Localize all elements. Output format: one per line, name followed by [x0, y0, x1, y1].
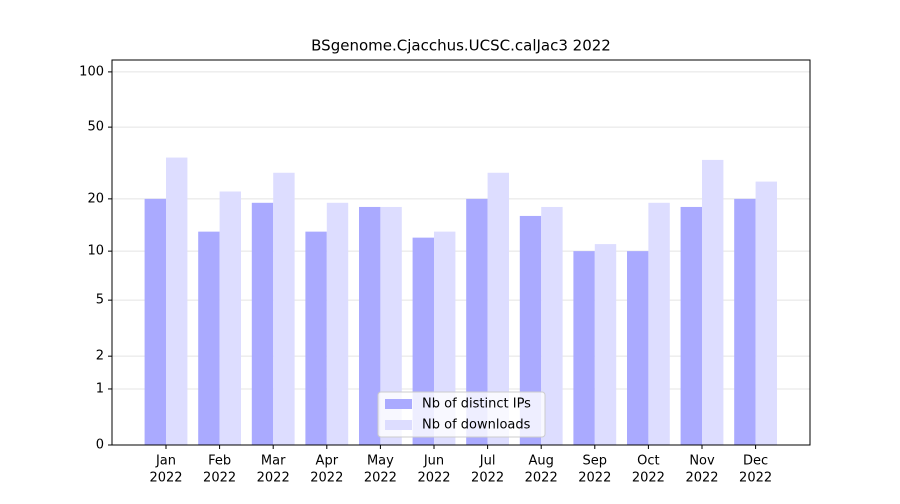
bar	[305, 231, 327, 445]
x-tick-label: Dec	[743, 454, 768, 469]
x-tick-label: 2022	[203, 471, 236, 486]
y-tick-label: 10	[87, 244, 104, 259]
bar	[198, 231, 220, 445]
bar	[251, 202, 274, 445]
bar	[273, 172, 295, 445]
y-tick-label: 2	[96, 349, 104, 364]
x-tick-label: 2022	[149, 471, 182, 486]
bar	[487, 172, 509, 445]
y-tick-label: 50	[87, 120, 104, 135]
bar	[734, 198, 756, 445]
x-tick-label: Jan	[155, 454, 176, 469]
x-tick-label: 2022	[632, 471, 665, 486]
x-tick-label: Aug	[529, 454, 554, 469]
x-tick-label: Mar	[261, 454, 286, 469]
bar	[219, 191, 241, 445]
x-tick-label: Nov	[689, 454, 715, 469]
bar	[594, 244, 617, 445]
legend-swatch	[385, 399, 412, 409]
bar	[541, 206, 563, 445]
y-tick-label: 5	[96, 293, 104, 308]
plot-frame	[111, 59, 811, 446]
x-tick-label: Feb	[208, 454, 231, 469]
legend: Nb of distinct IPs Nb of downloads	[377, 391, 546, 438]
x-tick-label: 2022	[257, 471, 290, 486]
legend-label: Nb of distinct IPs	[422, 397, 531, 412]
x-tick-label: 2022	[525, 471, 558, 486]
x-tick-label: May	[367, 454, 394, 469]
bar	[466, 198, 488, 445]
y-tick-label: 0	[96, 438, 104, 453]
y-tick-label: 1	[96, 381, 104, 396]
x-tick-label: Sep	[583, 454, 608, 469]
x-tick-label: 2022	[685, 471, 718, 486]
x-tick-label: Jul	[479, 454, 496, 469]
y-tick-label: 20	[87, 191, 104, 206]
bar	[702, 159, 724, 446]
x-tick-label: 2022	[310, 471, 343, 486]
bar	[648, 202, 670, 445]
x-tick-label: Jun	[423, 454, 444, 469]
bar	[519, 215, 542, 445]
bar	[755, 181, 777, 445]
legend-swatch	[385, 420, 412, 430]
legend-label: Nb of downloads	[422, 418, 531, 433]
legend-box	[377, 391, 546, 438]
bar	[359, 206, 381, 445]
bar	[326, 202, 349, 445]
bar	[144, 198, 166, 445]
bar	[573, 251, 595, 445]
x-tick-label: 2022	[364, 471, 397, 486]
x-tick-label: 2022	[578, 471, 611, 486]
bar	[380, 206, 402, 445]
bars	[144, 157, 777, 446]
x-tick-label: Apr	[316, 454, 339, 469]
chart-title: BSgenome.Cjacchus.UCSC.calJac3 2022	[311, 37, 611, 55]
bar	[166, 157, 188, 446]
x-tick-label: 2022	[471, 471, 504, 486]
axes: 0 1 2 5 10 20 50 100 Jan 2022 Feb 2022 Mar 2022 Apr 202…	[79, 64, 772, 485]
x-tick-label: 2022	[417, 471, 450, 486]
bar	[627, 251, 649, 445]
x-tick-label: Oct	[637, 454, 659, 469]
bar	[680, 206, 702, 445]
y-tick-label: 100	[79, 64, 104, 79]
x-tick-label: 2022	[739, 471, 772, 486]
